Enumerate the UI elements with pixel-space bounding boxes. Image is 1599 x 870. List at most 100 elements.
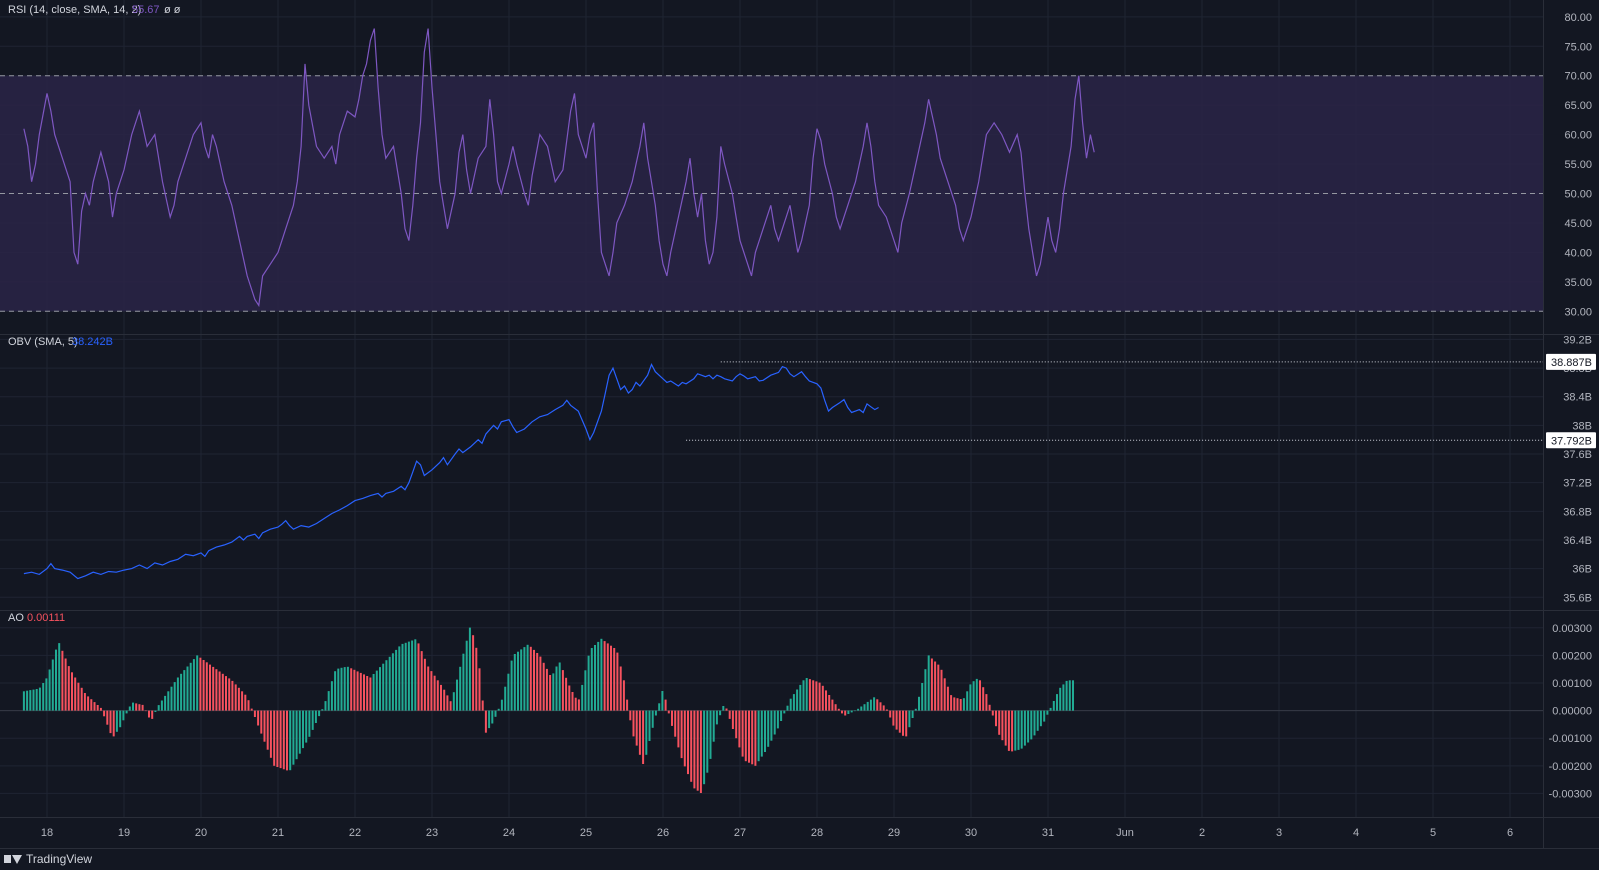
ao-bar bbox=[776, 710, 779, 729]
ao-bar bbox=[443, 689, 446, 711]
ao-bar bbox=[289, 710, 292, 771]
ao-bar bbox=[918, 696, 920, 711]
ao-bar bbox=[533, 649, 535, 711]
ao-bar bbox=[581, 684, 584, 711]
time-axis-label: 3 bbox=[1276, 827, 1282, 839]
ao-bar bbox=[651, 710, 654, 728]
ao-bar bbox=[863, 704, 866, 711]
footer-bar: TradingView bbox=[0, 848, 1599, 870]
ao-bar bbox=[90, 699, 93, 711]
ao-bar bbox=[995, 710, 997, 727]
obv-tick-label: 39.2B bbox=[1563, 334, 1592, 346]
time-axis[interactable]: 18 19 20 21 22 23 24 25 26 27 28 29 30 31 Jun 2 3 4 5 6 bbox=[41, 827, 1513, 839]
ao-bar bbox=[680, 710, 683, 759]
ao-bar bbox=[324, 701, 327, 711]
ao-bar bbox=[257, 710, 260, 726]
ao-bar bbox=[417, 643, 420, 711]
ao-bar bbox=[135, 703, 138, 711]
ao-bar bbox=[606, 643, 609, 711]
obv-price-axis: 39.2B38.8B38.4B38B37.6B37.2B36.8B36.4B36… bbox=[1563, 334, 1592, 604]
ao-bar bbox=[966, 691, 969, 711]
ao-bar bbox=[902, 710, 904, 736]
rsi-pane[interactable]: 80.00 75.00 70.00 65.00 60.00 55.00 50.00 45.00… bbox=[0, 0, 1592, 334]
ao-bar bbox=[979, 680, 981, 711]
ao-bar bbox=[42, 683, 45, 711]
ao-bar bbox=[619, 666, 622, 711]
ao-bar bbox=[221, 673, 224, 711]
ao-bar bbox=[632, 710, 635, 737]
ao-bar bbox=[64, 658, 67, 711]
ao-bar bbox=[1052, 701, 1055, 711]
ao-bar bbox=[356, 671, 359, 711]
ao-bar bbox=[802, 680, 805, 711]
ao-bar bbox=[1030, 710, 1033, 740]
ao-bar bbox=[38, 687, 41, 711]
rsi-band bbox=[0, 75, 1543, 312]
time-axis-label: 21 bbox=[272, 827, 284, 839]
tradingview-brand[interactable]: TradingView bbox=[4, 852, 92, 866]
ao-bar bbox=[160, 700, 163, 711]
ao-bar bbox=[407, 641, 410, 711]
ao-bar bbox=[170, 686, 173, 711]
ao-bar bbox=[1014, 710, 1017, 751]
ao-bar bbox=[157, 705, 160, 711]
ao-bar bbox=[1039, 710, 1042, 727]
ao-bar bbox=[879, 702, 882, 711]
ao-bar bbox=[35, 689, 38, 711]
ao-bar bbox=[311, 710, 314, 730]
ao-bar bbox=[696, 710, 699, 791]
ao-price-axis: 0.00300 0.00200 0.00100 0.00000 -0.00100 -0.0… bbox=[1549, 623, 1592, 801]
ao-bar bbox=[568, 685, 571, 711]
ao-bar bbox=[1056, 694, 1058, 711]
rsi-tick-label: 45.00 bbox=[1564, 218, 1592, 230]
ao-bar bbox=[138, 704, 141, 711]
ao-bar bbox=[1033, 710, 1036, 736]
ao-bar bbox=[754, 710, 757, 766]
ao-bar bbox=[764, 710, 766, 752]
ao-bar bbox=[1004, 710, 1007, 746]
ao-bar bbox=[1068, 680, 1071, 711]
ao-bar bbox=[192, 659, 195, 711]
ao-bar bbox=[664, 699, 667, 711]
ao-tick-label: 0.00300 bbox=[1552, 623, 1592, 635]
ao-bar bbox=[571, 692, 574, 711]
ao-bar bbox=[231, 680, 234, 711]
ao-bar bbox=[99, 707, 102, 711]
ao-bar bbox=[760, 710, 763, 757]
ao-bar bbox=[876, 699, 879, 711]
ao-bar bbox=[279, 710, 282, 769]
ao-bar bbox=[244, 694, 247, 711]
ao-legend[interactable]: AO 0.00111 bbox=[8, 612, 65, 624]
obv-tick-label: 36.8B bbox=[1563, 506, 1592, 518]
ao-bar bbox=[96, 705, 99, 711]
ao-bar bbox=[1065, 680, 1068, 711]
ao-bar bbox=[436, 680, 439, 711]
ao-bar bbox=[346, 666, 349, 711]
ao-bar bbox=[350, 668, 353, 711]
rsi-legend[interactable]: RSI (14, close, SMA, 14, 2) 55.67 ø ø bbox=[8, 4, 181, 16]
ao-bar bbox=[645, 710, 648, 755]
ao-bar bbox=[414, 639, 417, 711]
obv-pane[interactable]: 39.2B38.8B38.4B38B37.6B37.2B36.8B36.4B36… bbox=[0, 334, 1596, 610]
ao-bar bbox=[472, 635, 475, 711]
ao-bar bbox=[109, 710, 112, 734]
ao-bar bbox=[911, 710, 914, 718]
ao-pane[interactable]: 0.00300 0.00200 0.00100 0.00000 -0.00100 -0.0… bbox=[0, 611, 1592, 817]
obv-legend[interactable]: OBV (SMA, 5) 38.242B bbox=[8, 336, 113, 348]
ao-bar bbox=[475, 647, 478, 711]
ao-bar bbox=[1027, 710, 1030, 743]
ao-bar bbox=[250, 708, 253, 711]
ao-bar bbox=[427, 666, 430, 711]
ao-bar bbox=[327, 691, 330, 711]
ao-bar bbox=[379, 667, 381, 711]
ao-bar bbox=[478, 668, 481, 711]
obv-tick-label: 35.6B bbox=[1563, 592, 1592, 604]
ao-bar bbox=[507, 673, 510, 711]
rsi-legend-extra: ø ø bbox=[164, 4, 181, 16]
ao-legend-value: 0.00111 bbox=[27, 612, 65, 624]
ao-bar bbox=[382, 663, 385, 711]
ao-bar bbox=[914, 708, 917, 711]
ao-bar bbox=[542, 662, 545, 711]
ao-bar bbox=[260, 710, 263, 734]
